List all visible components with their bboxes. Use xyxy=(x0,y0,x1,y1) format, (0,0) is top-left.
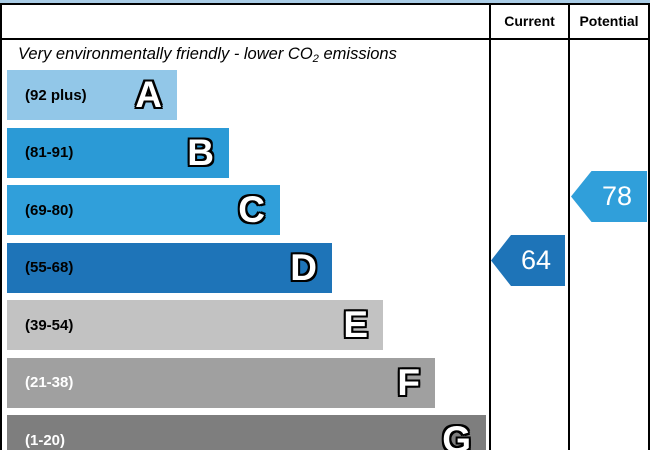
potential-column-divider xyxy=(568,5,570,450)
band-range-label: (21-38) xyxy=(25,374,74,391)
band-c: (69-80) C xyxy=(7,185,280,235)
band-letter: E xyxy=(343,304,368,345)
potential-rating-value: 78 xyxy=(601,181,633,211)
band-range-label: (55-68) xyxy=(25,259,74,276)
band-e: (39-54) E xyxy=(7,300,383,350)
band-b: (81-91) B xyxy=(7,127,229,178)
band-d: (55-68) D xyxy=(7,242,332,293)
band-letter: C xyxy=(238,189,265,230)
band-letter: F xyxy=(397,361,420,403)
band-f: (21-38) F xyxy=(7,357,435,408)
title-text-after: emissions xyxy=(318,45,397,63)
band-range-label: (92 plus) xyxy=(25,86,87,104)
band-range-label: (81-91) xyxy=(25,144,74,161)
current-column-divider xyxy=(489,5,491,450)
title-text: Very environmentally friendly - lower CO xyxy=(18,45,313,63)
band-letter: G xyxy=(442,419,471,450)
current-column-header: Current xyxy=(504,13,555,29)
potential-column-header: Potential xyxy=(579,13,639,29)
title-subscript: 2 xyxy=(312,52,319,65)
band-a: (92 plus) A xyxy=(7,70,177,120)
rating-table: Current Potential Very environmentally f… xyxy=(0,3,650,450)
potential-rating-arrow: 78 xyxy=(571,171,647,222)
band-letter: D xyxy=(290,246,317,288)
current-rating-value: 64 xyxy=(520,245,552,275)
top-accent-strip xyxy=(0,0,650,3)
header-rule xyxy=(2,38,648,40)
band-g: (1-20) G xyxy=(7,415,486,450)
chart-title: Very environmentally friendly - lower CO… xyxy=(18,45,397,65)
band-range-label: (39-54) xyxy=(25,316,74,334)
band-letter: A xyxy=(135,74,162,115)
band-letter: B xyxy=(187,131,214,173)
current-rating-arrow: 64 xyxy=(491,235,565,286)
band-range-label: (1-20) xyxy=(25,431,66,449)
band-range-label: (69-80) xyxy=(25,201,74,219)
